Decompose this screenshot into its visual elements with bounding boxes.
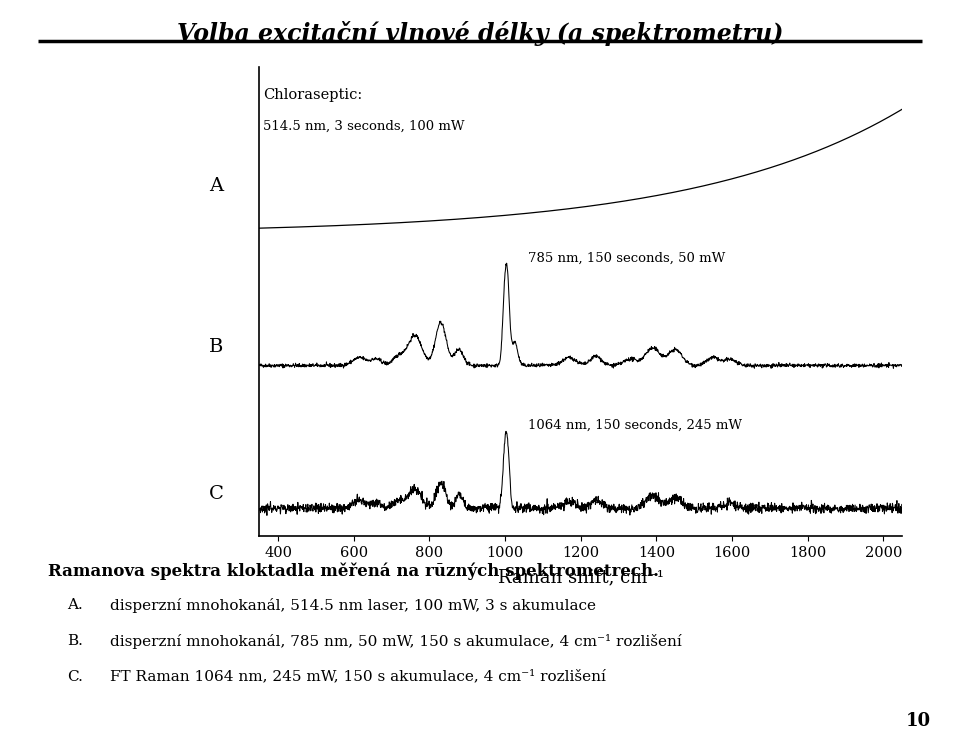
Text: 514.5 nm, 3 seconds, 100 mW: 514.5 nm, 3 seconds, 100 mW	[263, 120, 465, 133]
Text: 1064 nm, 150 seconds, 245 mW: 1064 nm, 150 seconds, 245 mW	[528, 419, 742, 431]
Text: C.: C.	[67, 670, 84, 684]
Text: FT Raman 1064 nm, 245 mW, 150 s akumulace, 4 cm⁻¹ rozlišení: FT Raman 1064 nm, 245 mW, 150 s akumulac…	[110, 670, 607, 684]
Text: A.: A.	[67, 598, 83, 612]
Text: B.: B.	[67, 634, 84, 648]
Text: disperzní mnohokanál, 785 nm, 50 mW, 150 s akumulace, 4 cm⁻¹ rozlišení: disperzní mnohokanál, 785 nm, 50 mW, 150…	[110, 634, 683, 649]
Text: 785 nm, 150 seconds, 50 mW: 785 nm, 150 seconds, 50 mW	[528, 252, 725, 264]
Text: Chloraseptic:: Chloraseptic:	[263, 88, 362, 102]
Text: B: B	[209, 338, 223, 356]
Text: C: C	[208, 486, 224, 504]
X-axis label: Raman shift, cm⁻¹: Raman shift, cm⁻¹	[498, 568, 663, 586]
Text: A: A	[209, 177, 223, 195]
Text: 10: 10	[906, 712, 931, 730]
Text: disperzní mnohokanál, 514.5 nm laser, 100 mW, 3 s akumulace: disperzní mnohokanál, 514.5 nm laser, 10…	[110, 598, 596, 613]
Text: Volba excitační vlnové délky (a spektrometru): Volba excitační vlnové délky (a spektrom…	[177, 21, 783, 46]
Text: Ramanova spektra kloktadla měřená na rūzných spektrometrech.: Ramanova spektra kloktadla měřená na rūz…	[48, 562, 659, 580]
